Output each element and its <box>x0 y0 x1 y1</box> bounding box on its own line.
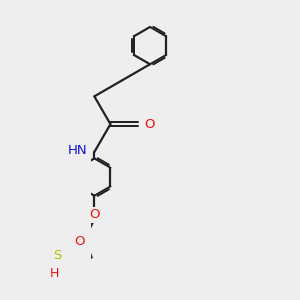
Text: S: S <box>53 249 62 262</box>
Text: O: O <box>74 235 85 248</box>
Text: HN: HN <box>68 144 87 157</box>
Text: O: O <box>89 208 100 221</box>
Text: H: H <box>50 267 59 280</box>
Text: O: O <box>145 118 155 131</box>
